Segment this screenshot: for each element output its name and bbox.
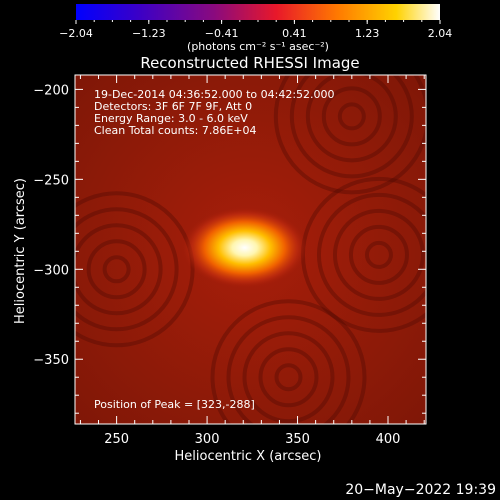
- x-axis-label: Heliocentric X (arcsec): [175, 449, 322, 464]
- annotation-line: 19-Dec-2014 04:36:52.000 to 04:42:52.000: [94, 88, 335, 101]
- ripple-ring: [316, 192, 426, 317]
- ripple-ring: [289, 75, 414, 179]
- colorbar-tick-label: 0.41: [282, 27, 307, 40]
- y-tick-label: −350: [33, 353, 69, 368]
- colorbar-unit-label: (photons cm⁻² s⁻¹ asec⁻²): [187, 40, 329, 53]
- colorbar-ticks: −2.04 −1.23 −0.41 0.41 1.23 2.04: [59, 20, 452, 40]
- ripple-ring: [337, 102, 366, 131]
- y-axis-ticks: −200 −250 −300 −350: [33, 83, 426, 414]
- x-axis-ticks: 250 300 350 400: [79, 75, 425, 447]
- ripple-ring: [210, 299, 367, 424]
- ripple-ring: [348, 224, 409, 285]
- annotation-line: Detectors: 3F 6F 7F 9F, Att 0: [94, 100, 252, 113]
- colorbar-tick-label: −1.23: [132, 27, 166, 40]
- peak-position-annotation: Position of Peak = [323,-288]: [94, 398, 255, 411]
- y-tick-label: −250: [33, 173, 69, 188]
- x-tick-label: 350: [285, 432, 310, 447]
- timestamp: 20−May−2022 19:39: [345, 482, 496, 498]
- ripple-ring: [332, 208, 425, 301]
- annotations: 19-Dec-2014 04:36:52.000 to 04:42:52.000…: [94, 88, 335, 137]
- chart-title: Reconstructed RHESSI Image: [140, 54, 359, 72]
- ripple-ring: [86, 239, 147, 300]
- flare-source: [182, 207, 307, 288]
- colorbar-tick-label: 1.23: [355, 27, 380, 40]
- x-tick-label: 250: [104, 432, 129, 447]
- ripple-ring: [226, 315, 351, 424]
- colorbar-tick-label: −2.04: [59, 27, 93, 40]
- ripple-ring: [242, 331, 335, 424]
- colorbar-tick-label: −0.41: [205, 27, 239, 40]
- y-tick-label: −200: [33, 83, 69, 98]
- heatmap-image: [75, 75, 426, 424]
- ripple-ring: [273, 75, 426, 195]
- y-axis-label: Heliocentric Y (arcsec): [13, 178, 28, 324]
- annotation-line: Energy Range: 3.0 - 6.0 keV: [94, 112, 248, 125]
- x-tick-label: 300: [195, 432, 220, 447]
- ripple-ring: [75, 223, 163, 316]
- ripple-ring: [321, 86, 382, 147]
- ripple-ring: [75, 207, 179, 332]
- ripple-ring: [258, 347, 319, 408]
- y-tick-label: −300: [33, 263, 69, 278]
- ripple-ring: [305, 75, 398, 163]
- x-tick-label: 400: [376, 432, 401, 447]
- ripple-ring: [102, 255, 131, 284]
- plot-frame: [74, 74, 427, 425]
- ripple-ring: [274, 363, 303, 392]
- ripple-ring: [364, 240, 393, 269]
- annotation-line: Clean Total counts: 7.86E+04: [94, 124, 257, 137]
- colorbar-tick-label: 2.04: [428, 27, 453, 40]
- colorbar: [76, 4, 440, 20]
